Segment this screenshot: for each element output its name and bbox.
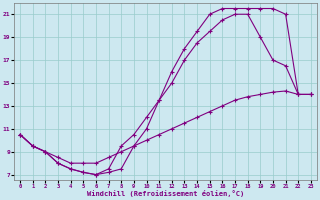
X-axis label: Windchill (Refroidissement éolien,°C): Windchill (Refroidissement éolien,°C) xyxy=(87,190,244,197)
